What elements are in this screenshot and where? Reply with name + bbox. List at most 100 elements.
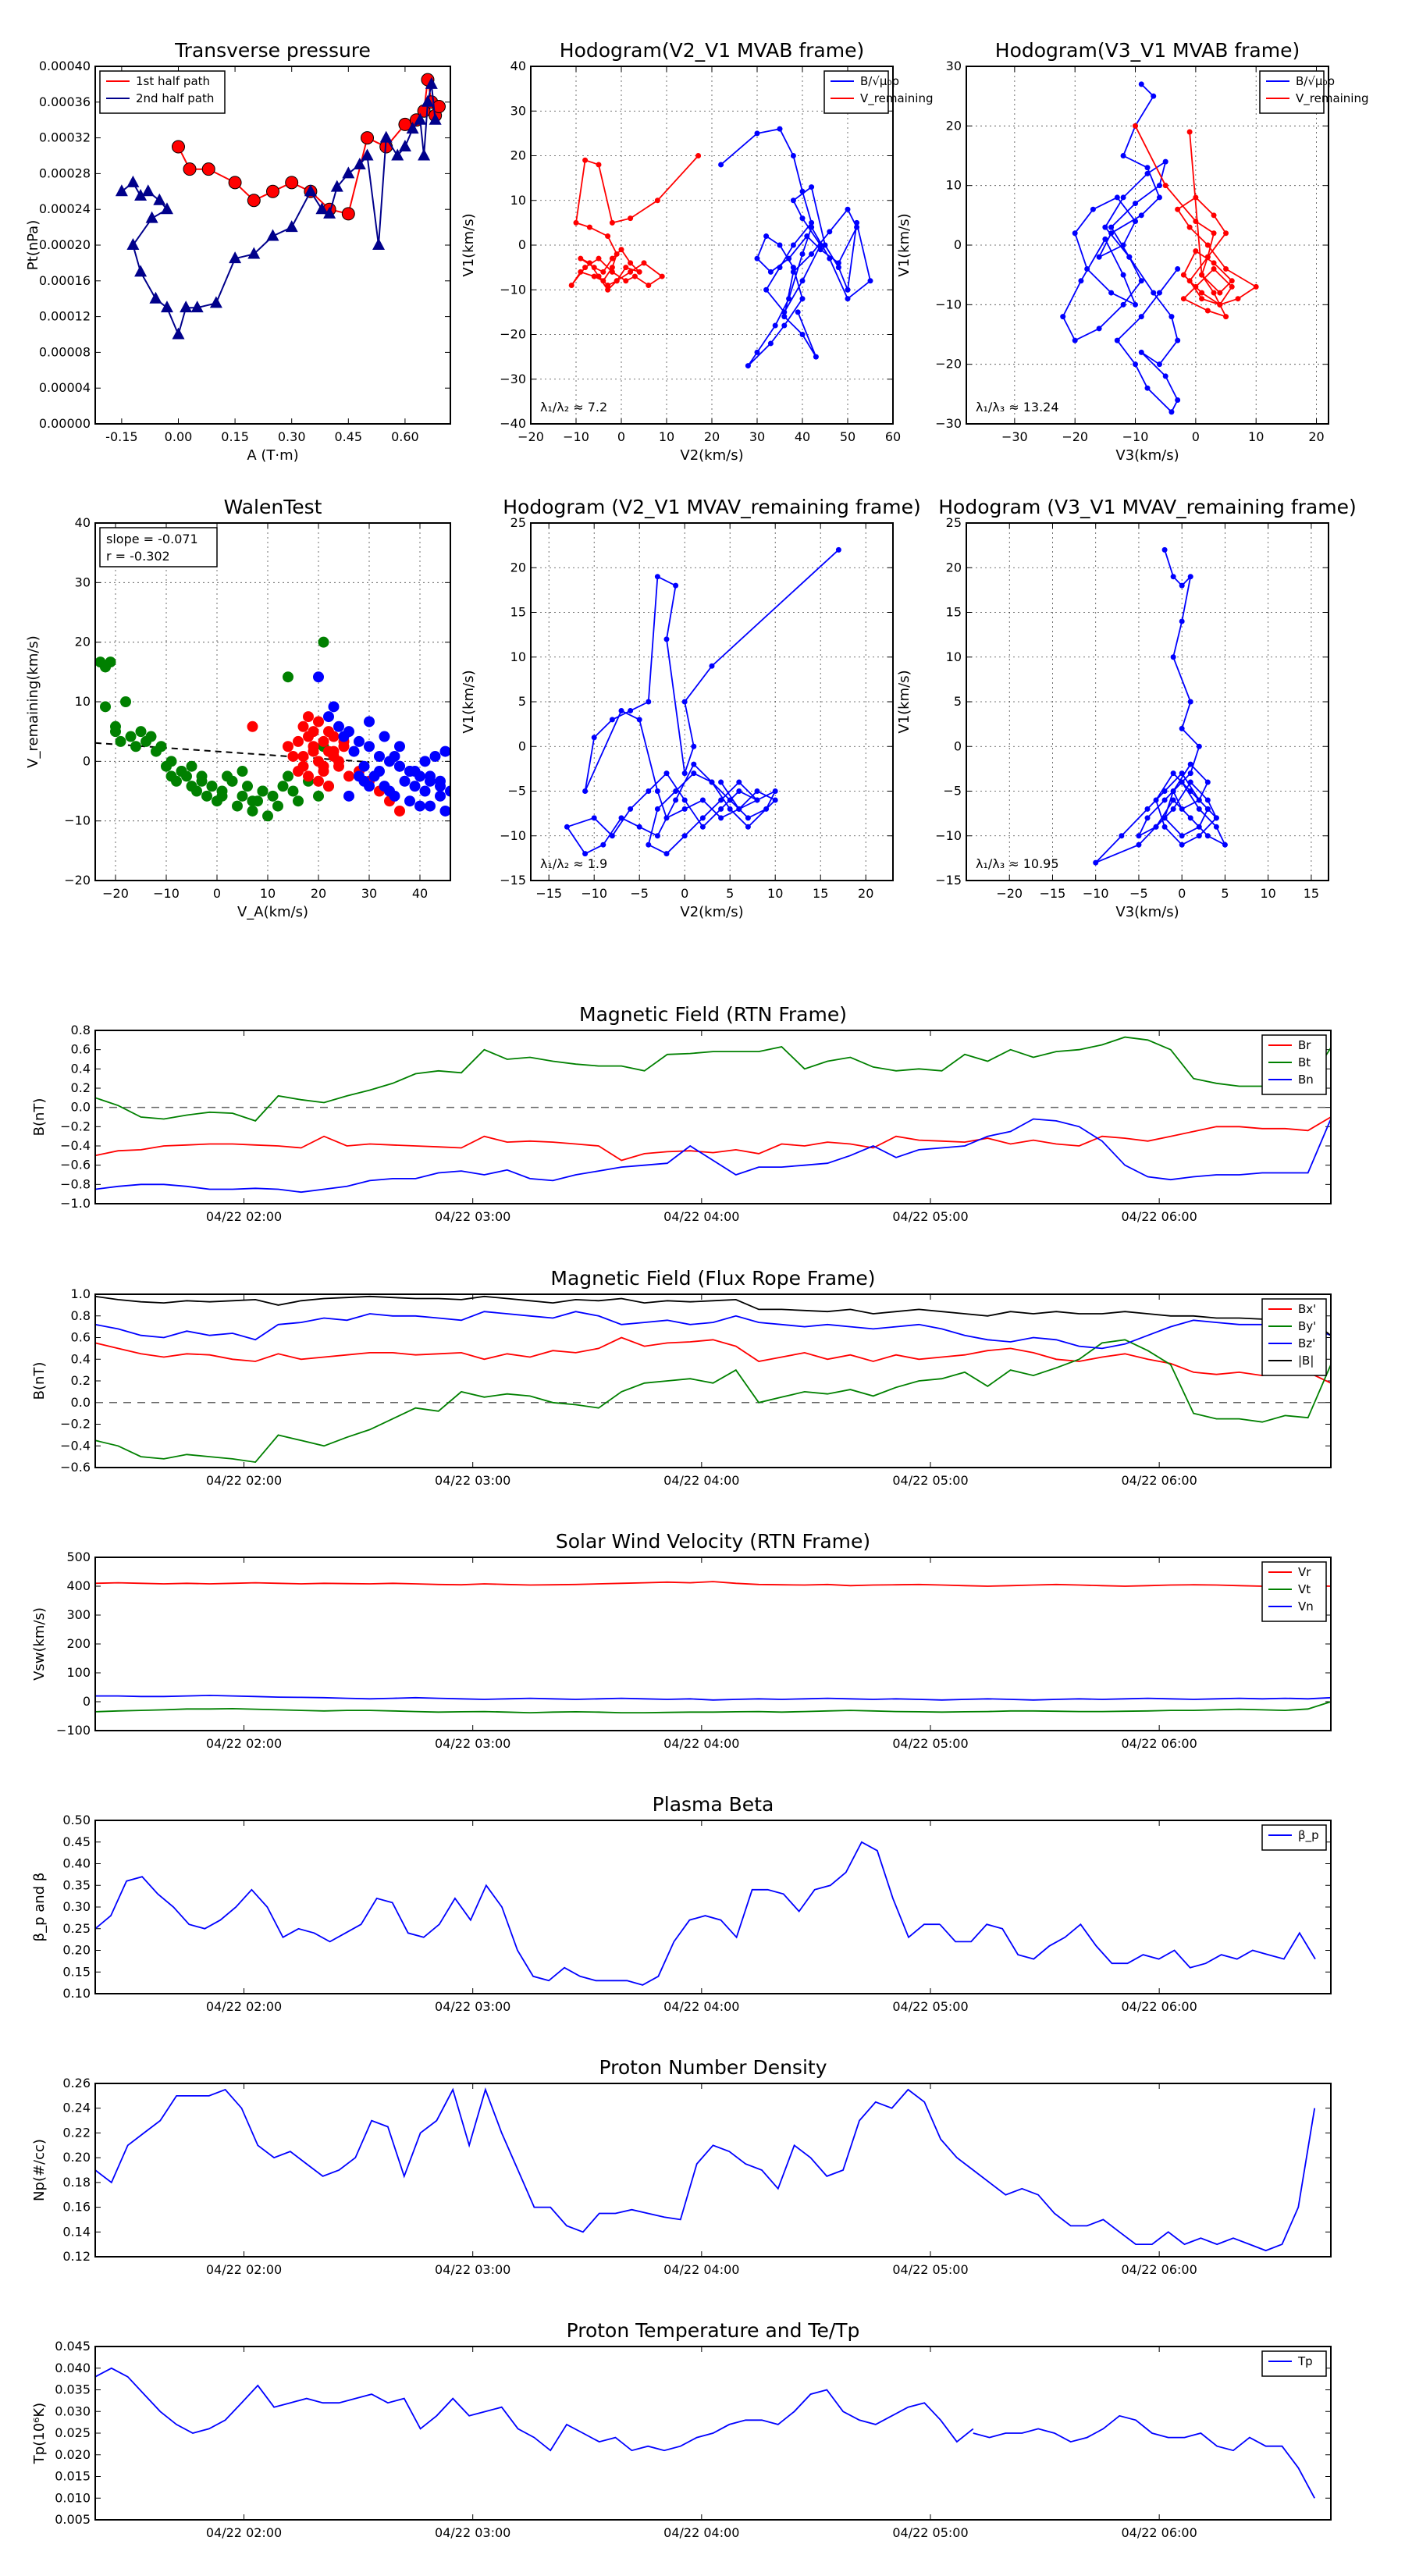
series-line-Np (cont.) xyxy=(973,2108,1316,2252)
data-point xyxy=(718,797,724,803)
data-point xyxy=(1179,779,1185,785)
data-point xyxy=(591,273,597,279)
data-point xyxy=(827,229,833,235)
legend-label: Bz' xyxy=(1298,1336,1315,1350)
data-point xyxy=(1072,230,1078,237)
data-point xyxy=(1162,183,1168,189)
data-point xyxy=(303,770,314,782)
data-point xyxy=(699,797,706,803)
data-point xyxy=(772,797,778,803)
data-point xyxy=(1204,797,1211,803)
data-point xyxy=(809,184,815,190)
data-point xyxy=(605,286,611,293)
data-point xyxy=(1162,158,1168,165)
plot-area xyxy=(568,126,873,369)
data-point xyxy=(1108,230,1115,237)
data-point xyxy=(394,741,405,753)
data-point xyxy=(754,255,760,262)
data-point xyxy=(1144,815,1151,821)
data-point xyxy=(1114,194,1120,201)
plot-frame xyxy=(966,522,1329,881)
data-point xyxy=(582,157,589,163)
y-axis-label: B(nT) xyxy=(31,1098,48,1137)
y-tick-label: 0.12 xyxy=(62,2249,91,2264)
y-tick-label: 0.00020 xyxy=(39,237,91,252)
y-tick-label: 10 xyxy=(510,193,526,208)
data-point xyxy=(216,790,228,802)
y-tick-label: 15 xyxy=(946,605,962,620)
series-line-Tp xyxy=(95,2367,974,2452)
data-point xyxy=(663,636,670,642)
legend-box xyxy=(1261,1561,1327,1622)
data-point xyxy=(394,760,405,772)
data-point xyxy=(718,815,724,821)
y-tick-label: 0.20 xyxy=(62,1943,91,1958)
y-tick-label: −20 xyxy=(64,873,91,888)
data-point xyxy=(790,265,796,271)
data-point xyxy=(333,720,344,732)
data-point xyxy=(1204,308,1211,314)
data-point xyxy=(681,806,688,812)
data-point xyxy=(827,255,833,262)
x-axis-label: V2(km/s) xyxy=(680,447,743,464)
y-tick-label: 0.00004 xyxy=(39,380,91,395)
fit-stat: r = -0.302 xyxy=(106,549,170,564)
data-point xyxy=(736,788,742,794)
data-point xyxy=(338,731,350,742)
data-point xyxy=(1217,290,1223,296)
legend-box xyxy=(1259,70,1325,114)
legend-box xyxy=(1261,1034,1327,1095)
data-point xyxy=(330,180,343,192)
data-point xyxy=(609,255,615,262)
data-point xyxy=(1187,815,1193,821)
data-point xyxy=(1120,301,1126,308)
series-line-Bx' xyxy=(95,1336,1331,1384)
data-point xyxy=(654,197,660,204)
data-point xyxy=(1179,618,1185,624)
data-point xyxy=(308,726,319,738)
data-point xyxy=(1193,218,1199,224)
y-tick-label: 0.6 xyxy=(71,1330,91,1345)
ratio-annotation: λ₁/λ₂ ≈ 1.9 xyxy=(540,856,607,871)
y-tick-label: 0.20 xyxy=(62,2150,91,2165)
data-point xyxy=(1196,824,1202,830)
data-point xyxy=(772,322,778,329)
data-point xyxy=(172,327,185,340)
data-point xyxy=(790,153,796,158)
series-line-Br xyxy=(95,1116,1331,1162)
y-tick-label: 0.010 xyxy=(55,2490,91,2505)
y-tick-label: 0.00012 xyxy=(39,309,91,324)
data-point xyxy=(799,296,806,302)
y-tick-label: 0.15 xyxy=(62,1964,91,1979)
x-tick-label: 04/22 03:00 xyxy=(435,1736,510,1751)
y-tick-label: −100 xyxy=(56,1723,91,1738)
data-point xyxy=(813,354,819,360)
data-point xyxy=(845,296,851,302)
y-tick-label: 5 xyxy=(518,694,526,709)
x-tick-label: 15 xyxy=(1304,886,1319,901)
data-point xyxy=(790,242,796,248)
series-line-Bz' xyxy=(95,1311,1331,1350)
data-point xyxy=(1187,788,1193,794)
x-tick-label: −5 xyxy=(1129,886,1148,901)
x-tick-label: 20 xyxy=(704,429,720,444)
x-tick-label: 04/22 05:00 xyxy=(892,1473,968,1488)
x-tick-label: 5 xyxy=(726,886,734,901)
data-point xyxy=(681,797,688,803)
chart-title: Hodogram(V2_V1 MVAB frame) xyxy=(560,39,864,62)
data-point xyxy=(341,207,355,221)
data-point xyxy=(1223,230,1229,237)
y-tick-label: 0 xyxy=(83,753,91,768)
data-point xyxy=(228,176,242,190)
data-point xyxy=(628,806,634,812)
y-tick-label: 0.040 xyxy=(55,2361,91,2375)
data-point xyxy=(1120,153,1126,158)
x-tick-label: −20 xyxy=(102,886,129,901)
data-point xyxy=(247,795,258,807)
data-point xyxy=(1120,194,1126,201)
data-point xyxy=(609,717,615,723)
y-tick-label: 25 xyxy=(946,515,962,530)
data-point xyxy=(1108,290,1115,296)
y-tick-label: 0.6 xyxy=(71,1042,91,1057)
